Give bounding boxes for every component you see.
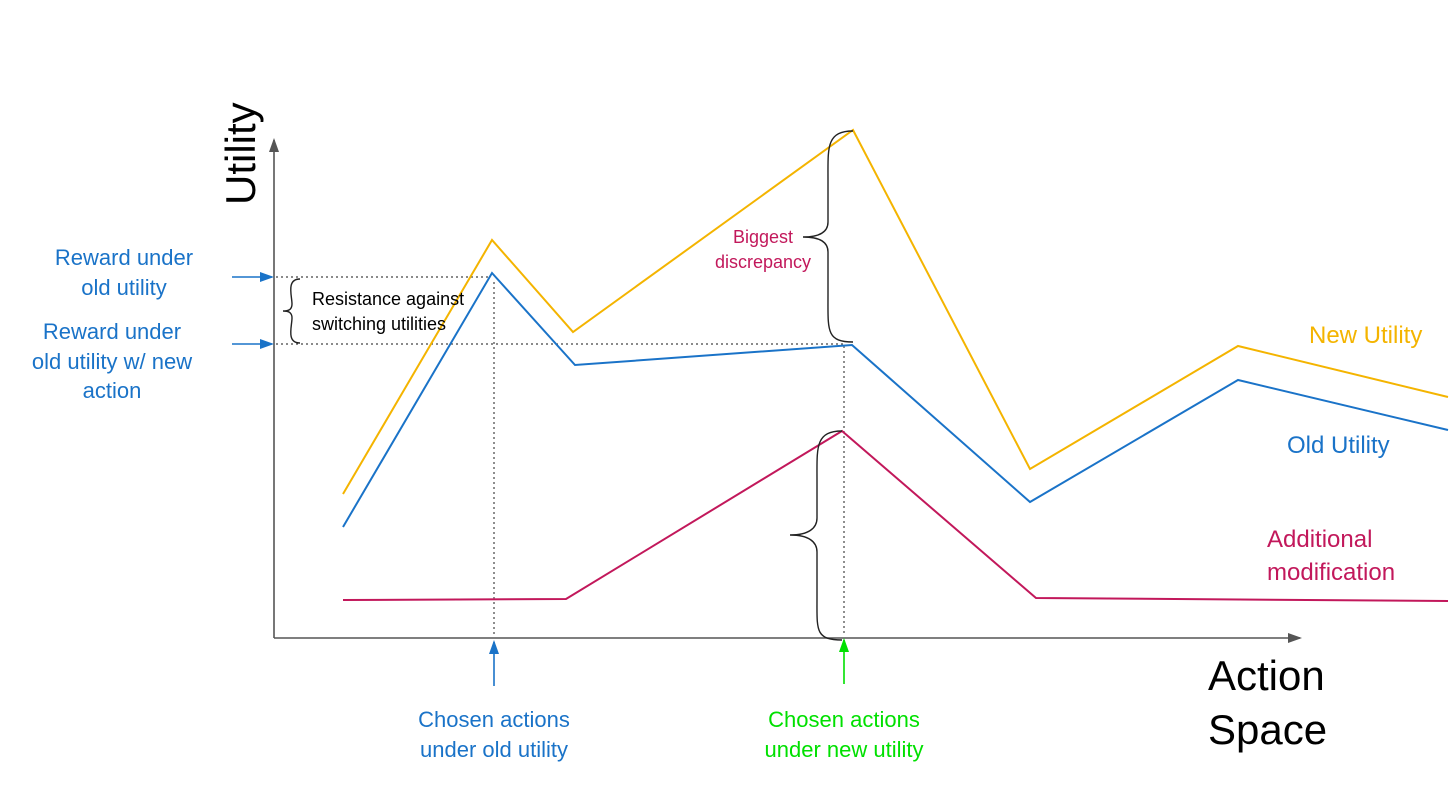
reward-old-label-line2: old utility: [81, 275, 167, 300]
reward-new-label-line1: Reward under: [43, 319, 181, 344]
biggest-discrepancy-line2: discrepancy: [715, 252, 811, 272]
additional-modification-brace: [789, 430, 843, 641]
reward-new-label-line2: old utility w/ new: [32, 349, 192, 374]
resistance-label-line1: Resistance against: [312, 289, 464, 309]
x-axis-label-line1: Action: [1208, 652, 1325, 699]
chosen-new-label-line1: Chosen actions: [768, 707, 920, 732]
chosen-old-label-line2: under old utility: [420, 737, 568, 762]
x-axis-label-line2: Space: [1208, 706, 1327, 753]
chosen-new-label-line2: under new utility: [765, 737, 924, 762]
resistance-label-line2: switching utilities: [312, 314, 446, 334]
old-utility-line: [342, 271, 1449, 528]
y-axis-label: Utility: [217, 102, 264, 205]
dotted-guides: [276, 276, 846, 636]
additional-modification-label-line1: Additional: [1267, 526, 1372, 553]
reward-new-label-line3: action: [83, 378, 142, 403]
biggest-discrepancy-line1: Biggest: [733, 227, 793, 247]
additional-modification-label-line2: modification: [1267, 559, 1395, 586]
biggest-discrepancy-brace: [802, 130, 854, 343]
old-utility-label: Old Utility: [1287, 432, 1390, 459]
new-utility-line: [342, 128, 1449, 495]
chosen-old-label-line1: Chosen actions: [418, 707, 570, 732]
new-utility-label: New Utility: [1309, 322, 1422, 349]
resistance-brace: [282, 278, 301, 344]
reward-old-label-line1: Reward under: [55, 245, 193, 270]
